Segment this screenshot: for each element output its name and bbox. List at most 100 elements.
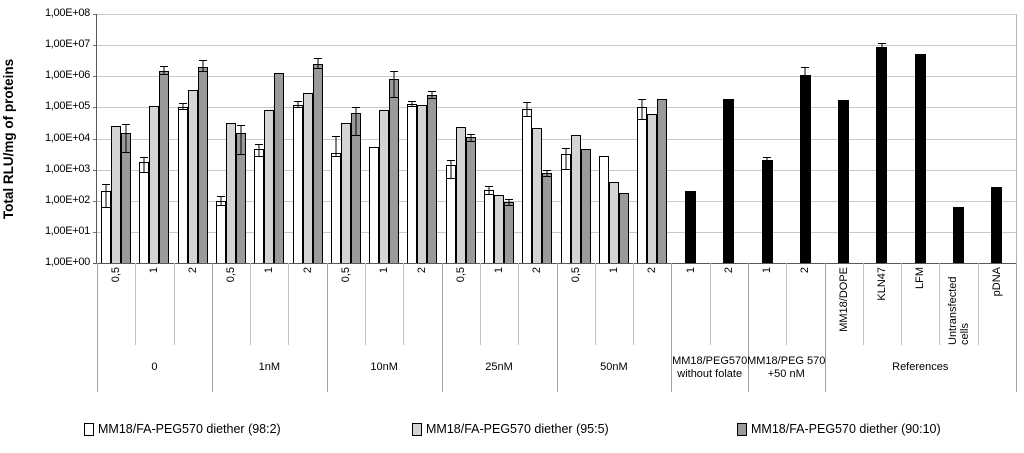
bar-95-5: [608, 182, 619, 263]
y-axis-tick: [93, 231, 97, 233]
x-tick-cell: 1: [365, 267, 403, 345]
x-tick-cell: 1: [595, 267, 633, 345]
x-tick-separator: [518, 263, 520, 345]
y-axis-tick-label: 1,00E+00: [44, 256, 90, 268]
x-tick-cell: 0,5: [557, 267, 595, 345]
error-bar: [801, 66, 810, 80]
x-tick-separator: [135, 263, 137, 345]
x-tick-cell: 2: [174, 267, 212, 345]
x-tick-cell: 1: [480, 267, 518, 345]
x-tick-label: 0,5: [110, 267, 123, 283]
x-tick-label: 0,5: [454, 267, 467, 283]
y-axis-tick: [93, 138, 97, 140]
bar-reference: [723, 99, 735, 263]
error-bar: [485, 185, 494, 196]
x-group-label: 50nM: [600, 361, 628, 373]
y-axis-tick-label: 1,00E+06: [44, 69, 90, 82]
legend-item: MM18/FA-PEG570 diether (95:5): [412, 421, 609, 437]
legend-item-label: MM18/FA-PEG570 diether (98:2): [98, 422, 281, 436]
x-tick-label: KLN47: [875, 267, 888, 301]
x-tick-label: 1: [263, 267, 276, 274]
bar-98-2: [445, 165, 456, 263]
x-group-separator: [824, 263, 826, 392]
x-tick-label: 0,5: [225, 267, 238, 283]
error-bar: [763, 156, 772, 163]
bar-95-5: [111, 125, 122, 263]
error-bar: [428, 91, 437, 99]
bar-reference: [953, 206, 965, 263]
x-tick-cell: 2: [633, 267, 671, 345]
x-tick-cell: MM18/DOPE: [825, 267, 863, 345]
x-tick-cell: 0,5: [212, 267, 250, 345]
error-bar: [561, 147, 570, 170]
error-bar: [466, 133, 475, 142]
x-group-separator: [97, 263, 98, 392]
x-tick-cell: 0,5: [327, 267, 365, 345]
bar-95-5: [302, 93, 313, 263]
legend-swatch-95-5: [412, 422, 422, 436]
x-tick-label: 1: [607, 267, 620, 274]
x-group-separator: [671, 263, 673, 392]
y-axis-line: [96, 14, 97, 264]
y-axis-tick: [93, 14, 97, 15]
legend-item-label: MM18/FA-PEG570 diether (90:10): [751, 422, 941, 436]
bar-98-2: [598, 155, 609, 263]
bar-reference: [685, 191, 697, 263]
error-bar: [255, 144, 264, 158]
bar-90-10: [274, 72, 285, 263]
error-bar: [523, 101, 532, 117]
y-axis-tick: [93, 169, 97, 171]
x-tick-separator: [288, 263, 290, 345]
y-axis-tick-label: 1,00E+03: [44, 162, 90, 175]
x-tick-label: MM18/DOPE: [837, 267, 850, 332]
x-tick-label: 2: [646, 267, 659, 274]
bar-90-10: [159, 70, 170, 263]
error-bar: [638, 99, 647, 120]
x-axis-line: [93, 263, 1017, 264]
x-tick-label: 2: [416, 267, 429, 274]
bar-98-2: [254, 149, 265, 263]
x-tick-separator: [977, 263, 979, 345]
bar-reference: [838, 100, 850, 263]
y-axis-tick-label: 1,00E+02: [44, 193, 90, 206]
x-group-separator: [326, 263, 328, 392]
bar-reference: [876, 47, 888, 263]
x-tick-cell: 2: [710, 267, 748, 345]
bar-95-5: [379, 110, 390, 263]
y-axis-tick-label: 1,00E+04: [44, 131, 90, 144]
y-axis-title: Total RLU/mg of proteins: [1, 58, 16, 220]
plot-border-right: [1016, 14, 1017, 263]
x-tick-label: 2: [531, 267, 544, 274]
x-tick-label: Untransfected cells: [946, 276, 971, 345]
x-tick-separator: [173, 263, 175, 345]
x-tick-cell: 2: [288, 267, 326, 345]
x-tick-cell: Untransfected cells: [939, 267, 977, 345]
bar-90-10: [465, 137, 476, 263]
error-bar: [237, 125, 246, 155]
x-tick-separator: [709, 263, 711, 345]
x-group-label: 1nM: [258, 361, 281, 373]
y-axis-tick: [93, 200, 97, 202]
bar-98-2: [292, 104, 303, 263]
bar-95-5: [417, 104, 428, 263]
bar-98-2: [369, 146, 380, 263]
bar-90-10: [618, 192, 629, 263]
y-axis-tick: [93, 45, 97, 47]
x-tick-label: 2: [186, 267, 199, 274]
x-tick-separator: [939, 263, 941, 345]
x-tick-separator: [365, 263, 367, 345]
x-tick-separator: [250, 263, 252, 345]
bar-95-5: [149, 106, 160, 263]
legend-item: MM18/FA-PEG570 diether (98:2): [84, 421, 281, 437]
y-axis-tick-label: 1,00E+07: [44, 38, 90, 51]
bar-90-10: [542, 172, 553, 263]
gridline: [97, 169, 1016, 171]
x-tick-separator: [901, 263, 903, 345]
x-tick-label: pDNA: [990, 267, 1003, 297]
bar-reference: [799, 74, 811, 263]
gridline: [97, 76, 1016, 78]
error-bar: [122, 123, 131, 153]
x-tick-separator: [594, 263, 596, 345]
y-axis-tick-label: 1,00E+01: [44, 224, 90, 237]
